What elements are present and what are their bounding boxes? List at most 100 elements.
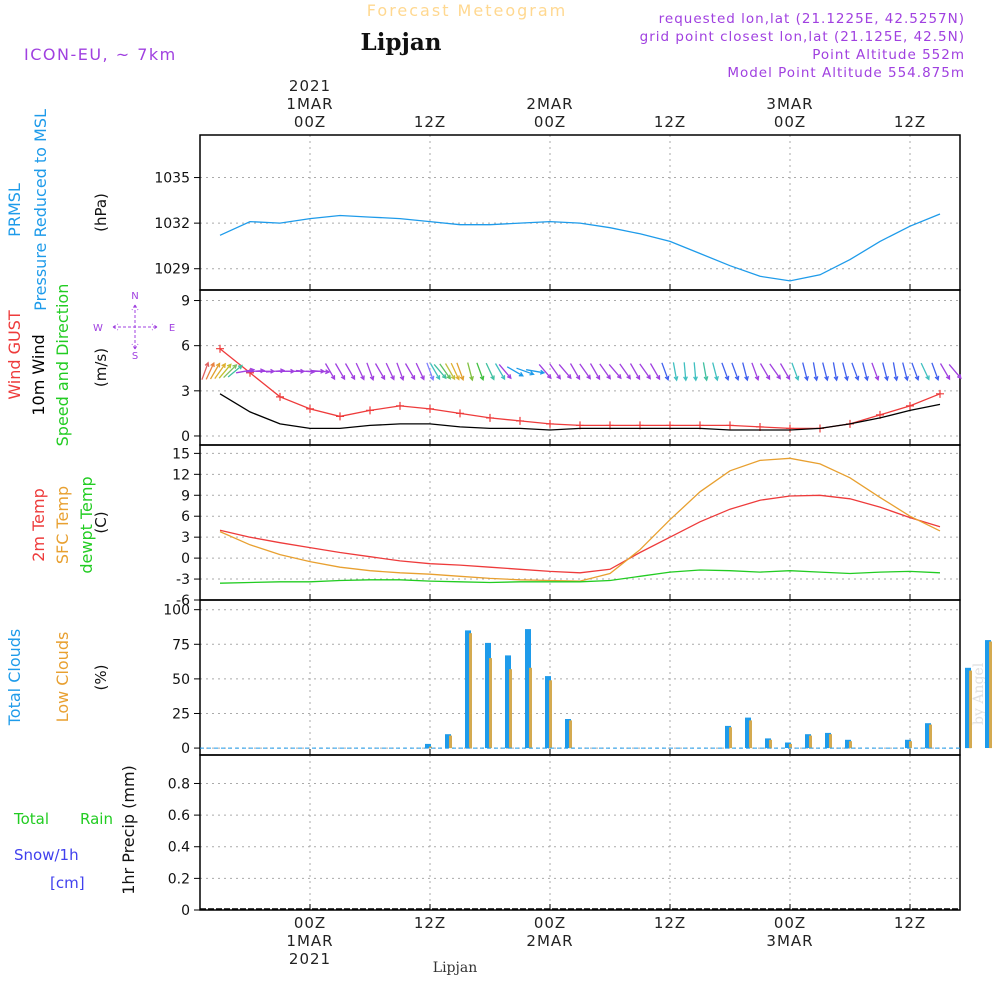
top-x-label: 2MAR — [526, 95, 573, 113]
ylabel-wind-gust: Wind GUST — [5, 310, 24, 400]
wind-arrow — [467, 362, 474, 382]
y-tick-label: 0.8 — [168, 776, 190, 792]
y-tick-label: 100 — [163, 603, 190, 619]
cloud-bar-total — [565, 719, 571, 749]
ylabel-total-clouds: Total Clouds — [5, 629, 24, 727]
panels: 1029 1032 1035 (hPa) 0 3 6 9 (m/s) N S W E -6 -3 0 3 6 9 12… — [5, 77, 992, 968]
cloud-bar-total — [445, 734, 451, 748]
wind-arrow — [444, 363, 456, 381]
wind-arrow — [569, 363, 581, 381]
wind-arrow — [672, 362, 679, 382]
wind-arrow — [649, 363, 661, 381]
bottom-x-label: 2021 — [289, 950, 331, 968]
panel-frame — [199, 754, 961, 911]
wind-arrow — [579, 363, 591, 380]
wind-arrow — [742, 362, 749, 382]
wind-arrow — [842, 362, 849, 382]
wind-arrow — [516, 367, 535, 376]
top-x-label: 12Z — [894, 113, 926, 131]
wind-arrow — [538, 363, 552, 380]
y-tick-label: 12 — [172, 467, 190, 483]
cloud-bar-low — [449, 735, 452, 749]
wind-arrow — [920, 362, 930, 381]
bottom-x-label: 00Z — [534, 914, 566, 932]
series-line-dewpt-temp — [219, 569, 941, 584]
panel-wind: 0 3 6 9 (m/s) N S W E — [92, 289, 962, 446]
wind-arrow — [931, 362, 940, 381]
ylabel-precip: 1hr Precip (mm) — [119, 765, 138, 895]
wind-arrow — [791, 362, 800, 381]
gust-marker — [426, 404, 434, 413]
ylabel-speed-direction: Speed and Direction — [53, 284, 72, 447]
wind-arrow — [374, 363, 386, 381]
legend-snow: Snow/1h — [14, 846, 79, 864]
cloud-bar-low — [749, 720, 752, 749]
wind-arrow — [344, 363, 356, 381]
top-x-label: 00Z — [534, 113, 566, 131]
cloud-bar-low — [809, 735, 812, 749]
cloud-bar-total — [965, 667, 971, 749]
ylabel-low-clouds: Low Clouds — [53, 632, 72, 723]
wind-arrow — [712, 362, 719, 382]
bottom-x-label: 2MAR — [526, 932, 573, 950]
unit-label: (C) — [92, 511, 110, 533]
cloud-bar-total — [745, 717, 751, 748]
bottom-x-label: 1MAR — [286, 932, 333, 950]
top-x-label: 1MAR — [286, 95, 333, 113]
cloud-bar-low — [989, 641, 992, 749]
wind-arrow — [218, 363, 232, 379]
ylabel-dewpt-temp: dewpt Temp — [77, 476, 96, 573]
gust-marker — [396, 401, 404, 410]
wind-arrow — [683, 362, 688, 382]
panel-frame — [199, 444, 961, 601]
unit-label: (hPa) — [92, 193, 110, 232]
wind-arrow — [558, 363, 572, 380]
wind-arrow — [871, 362, 880, 381]
legend-rain: Rain — [80, 810, 113, 828]
cloud-bar-total — [905, 739, 911, 749]
gust-marker — [306, 404, 314, 413]
cloud-bar-low — [529, 667, 532, 749]
legend-total: Total — [13, 810, 49, 828]
top-x-label: 2021 — [289, 77, 331, 95]
y-tick-label: 0 — [181, 741, 190, 757]
gust-marker — [276, 392, 284, 401]
wind-arrow — [498, 363, 512, 380]
bottom-x-label: 12Z — [654, 914, 686, 932]
unit-label: (%) — [92, 665, 110, 691]
y-tick-label: 9 — [181, 294, 190, 310]
wind-arrow — [476, 362, 485, 381]
series-line-2m-temp — [219, 494, 941, 574]
wind-arrow — [439, 363, 451, 380]
wind-arrow — [415, 362, 425, 381]
compass-s: S — [132, 351, 138, 362]
model-point-altitude: Model Point Altitude 554.875m — [727, 65, 965, 81]
gust-marker — [486, 413, 494, 422]
bottom-x-label: 12Z — [414, 914, 446, 932]
cloud-bar-total — [845, 739, 851, 749]
gust-marker — [786, 424, 794, 433]
cloud-bar-total — [525, 629, 531, 749]
ylabel-prmsl: PRMSL — [5, 183, 24, 237]
model-label: ICON-EU, ~ 7km — [24, 45, 177, 64]
cloud-bar-total — [805, 734, 811, 748]
location-title: Lipjan — [361, 29, 442, 56]
bottom-x-label: 00Z — [774, 914, 806, 932]
wind-arrow — [456, 362, 465, 381]
y-tick-label: 0 — [181, 429, 190, 445]
wind-arrow — [619, 363, 631, 380]
y-tick-label: 0.6 — [168, 808, 190, 824]
cloud-bar-low — [429, 746, 432, 749]
y-tick-label: 6 — [181, 509, 190, 525]
cloud-bar-low — [969, 670, 972, 749]
wind-arrow — [205, 361, 215, 380]
cloud-bar-total — [765, 738, 771, 749]
compass-icon — [112, 304, 158, 350]
cloud-bar-total — [925, 723, 931, 749]
wind-arrow — [426, 362, 435, 381]
y-tick-label: 25 — [172, 706, 190, 722]
wind-arrow — [759, 363, 771, 381]
wind-arrow — [939, 363, 951, 381]
ylabel-2m-temp: 2m Temp — [29, 488, 48, 562]
